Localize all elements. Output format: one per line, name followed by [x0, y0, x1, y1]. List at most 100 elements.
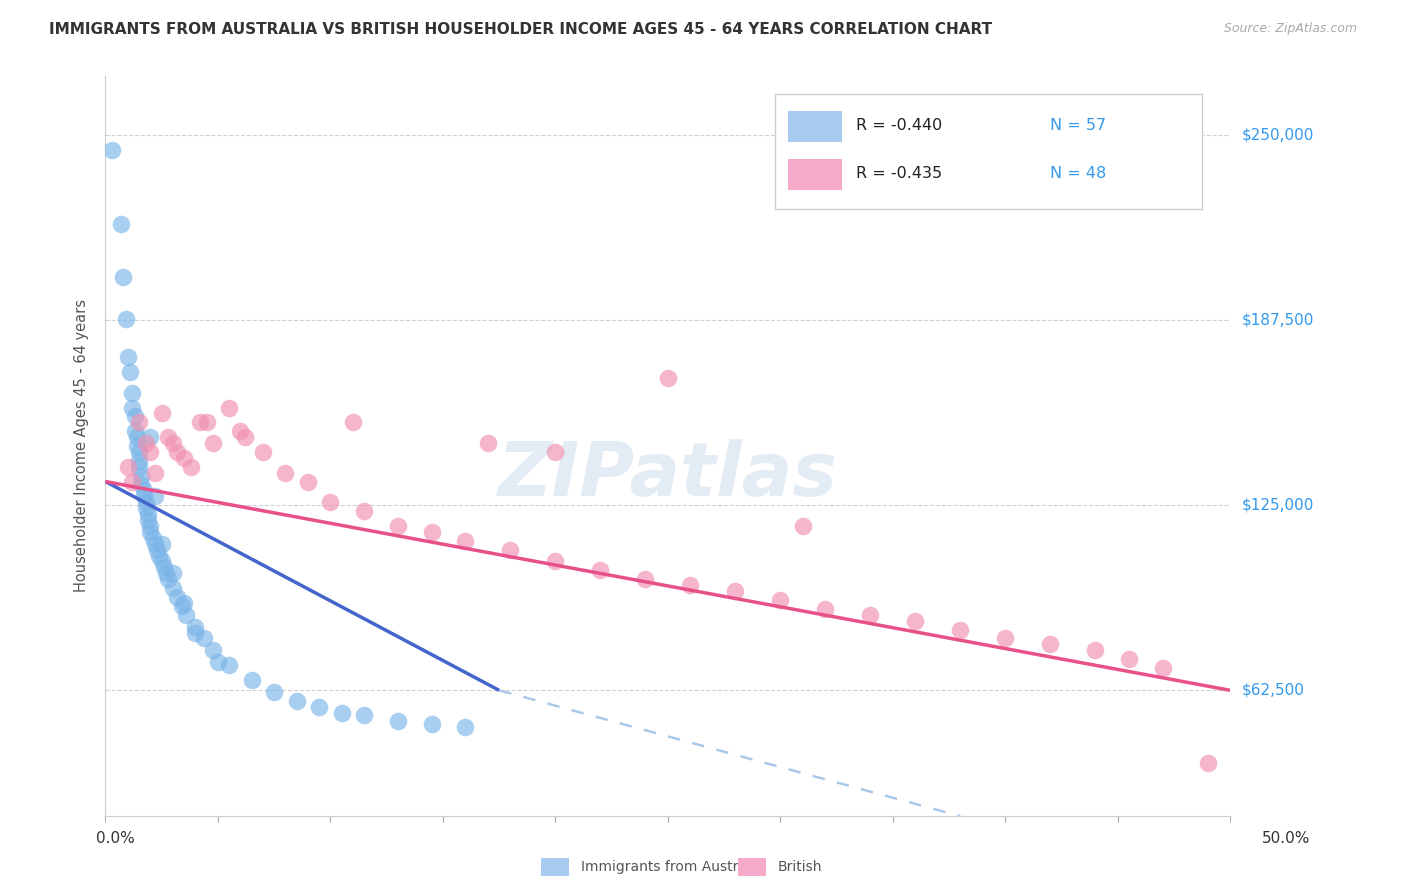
Text: 50.0%: 50.0%	[1263, 831, 1310, 846]
Point	[128, 415, 150, 429]
Bar	[789, 111, 842, 142]
Point	[1197, 756, 1219, 770]
Point	[240, 673, 263, 687]
Point	[117, 350, 139, 364]
Point	[131, 468, 153, 483]
Point	[170, 599, 193, 613]
Point	[229, 424, 252, 438]
Text: N = 57: N = 57	[1050, 118, 1107, 133]
Point	[319, 495, 342, 509]
Point	[162, 436, 184, 450]
Point	[162, 581, 184, 595]
Point	[121, 385, 143, 400]
Point	[184, 625, 207, 640]
Point	[634, 572, 657, 586]
Point	[454, 533, 477, 548]
Point	[143, 489, 166, 503]
Text: R = -0.440: R = -0.440	[856, 118, 942, 133]
Point	[1118, 652, 1140, 666]
Point	[544, 554, 567, 568]
Point	[994, 632, 1017, 646]
Point	[353, 708, 375, 723]
Point	[589, 563, 612, 577]
Point	[136, 513, 159, 527]
Point	[153, 560, 176, 574]
Point	[139, 519, 162, 533]
Point	[544, 445, 567, 459]
Point	[135, 495, 157, 509]
Point	[859, 607, 882, 622]
Point	[143, 537, 166, 551]
Point	[101, 143, 124, 157]
Text: ZIPatlas: ZIPatlas	[498, 439, 838, 512]
Point	[387, 714, 409, 729]
Point	[125, 430, 148, 444]
Y-axis label: Householder Income Ages 45 - 64 years: Householder Income Ages 45 - 64 years	[75, 300, 90, 592]
Point	[120, 365, 142, 379]
Point	[769, 593, 792, 607]
Point	[1084, 643, 1107, 657]
Point	[150, 406, 173, 420]
Point	[155, 566, 177, 581]
Point	[162, 566, 184, 581]
Point	[110, 217, 132, 231]
Point	[814, 602, 837, 616]
Point	[139, 445, 162, 459]
Point	[125, 439, 148, 453]
Point	[142, 531, 165, 545]
Point	[679, 578, 702, 592]
Point	[157, 430, 180, 444]
Point	[121, 475, 143, 489]
Point	[173, 450, 195, 465]
Point	[202, 643, 225, 657]
Point	[353, 504, 375, 518]
Bar	[789, 159, 842, 190]
Point	[1039, 637, 1062, 651]
Point	[1152, 661, 1174, 675]
Point	[136, 507, 159, 521]
Point	[124, 409, 146, 424]
Point	[146, 542, 169, 557]
Point	[233, 430, 256, 444]
Point	[297, 475, 319, 489]
Text: Immigrants from Australia: Immigrants from Australia	[581, 860, 763, 874]
Point	[454, 720, 477, 734]
Point	[263, 685, 285, 699]
Point	[139, 524, 162, 539]
Point	[499, 542, 522, 557]
Point	[121, 401, 143, 415]
Text: N = 48: N = 48	[1050, 166, 1107, 181]
Point	[124, 424, 146, 438]
Point	[184, 620, 207, 634]
Point	[131, 477, 153, 491]
Point	[285, 694, 308, 708]
Text: Source: ZipAtlas.com: Source: ZipAtlas.com	[1223, 22, 1357, 36]
Point	[792, 519, 814, 533]
Text: R = -0.435: R = -0.435	[856, 166, 942, 181]
Point	[274, 466, 297, 480]
Point	[949, 623, 972, 637]
Point	[176, 607, 198, 622]
Text: British: British	[778, 860, 823, 874]
Point	[308, 699, 330, 714]
Point	[173, 596, 195, 610]
Point	[420, 524, 443, 539]
Point	[128, 445, 150, 459]
FancyBboxPatch shape	[775, 95, 1202, 209]
Point	[218, 658, 240, 673]
Point	[139, 430, 162, 444]
Point	[117, 459, 139, 474]
Point	[420, 717, 443, 731]
Point	[114, 311, 136, 326]
Point	[252, 445, 274, 459]
Point	[387, 519, 409, 533]
Text: $250,000: $250,000	[1241, 128, 1313, 143]
Point	[342, 415, 364, 429]
Point	[150, 554, 173, 568]
Text: $125,000: $125,000	[1241, 498, 1313, 513]
Point	[135, 436, 157, 450]
Point	[132, 483, 155, 498]
Point	[166, 445, 188, 459]
Point	[724, 584, 747, 599]
Text: IMMIGRANTS FROM AUSTRALIA VS BRITISH HOUSEHOLDER INCOME AGES 45 - 64 YEARS CORRE: IMMIGRANTS FROM AUSTRALIA VS BRITISH HOU…	[49, 22, 993, 37]
